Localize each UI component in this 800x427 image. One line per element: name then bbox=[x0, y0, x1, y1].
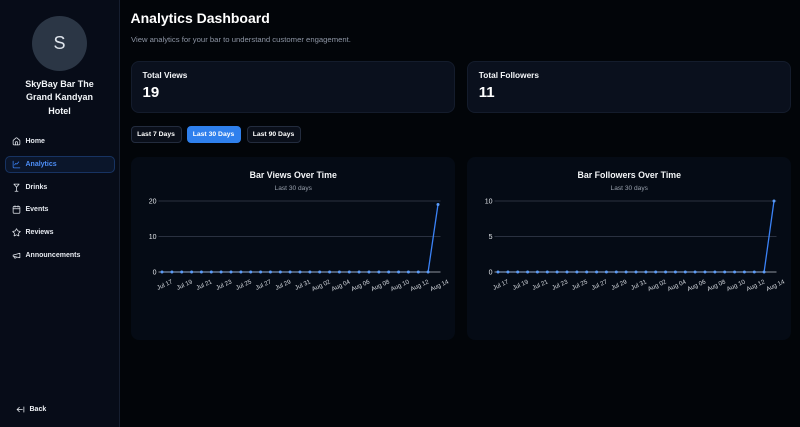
svg-text:5: 5 bbox=[488, 234, 492, 241]
svg-text:Jul 23: Jul 23 bbox=[551, 278, 569, 292]
svg-text:Aug 12: Aug 12 bbox=[745, 278, 766, 293]
svg-text:Aug 12: Aug 12 bbox=[409, 278, 430, 293]
svg-text:10: 10 bbox=[485, 199, 493, 206]
svg-text:Jul 31: Jul 31 bbox=[293, 278, 311, 292]
svg-text:Jul 25: Jul 25 bbox=[571, 278, 589, 292]
svg-text:20: 20 bbox=[148, 199, 156, 206]
svg-text:Jul 17: Jul 17 bbox=[155, 278, 173, 292]
svg-text:10: 10 bbox=[148, 234, 156, 241]
svg-text:Jul 31: Jul 31 bbox=[630, 278, 648, 292]
svg-text:Aug 08: Aug 08 bbox=[706, 278, 727, 293]
svg-text:Last 30 days: Last 30 days bbox=[610, 185, 648, 192]
svg-text:Aug 14: Aug 14 bbox=[429, 278, 450, 293]
svg-text:Aug 02: Aug 02 bbox=[647, 278, 668, 293]
svg-text:Aug 02: Aug 02 bbox=[310, 278, 331, 293]
svg-text:Jul 17: Jul 17 bbox=[492, 278, 510, 292]
svg-text:Jul 21: Jul 21 bbox=[531, 278, 549, 292]
svg-text:Bar Views Over Time: Bar Views Over Time bbox=[249, 170, 336, 180]
svg-text:Aug 04: Aug 04 bbox=[666, 278, 687, 293]
svg-text:Jul 19: Jul 19 bbox=[175, 278, 193, 292]
svg-text:Aug 04: Aug 04 bbox=[330, 278, 351, 293]
svg-text:Jul 25: Jul 25 bbox=[234, 278, 252, 292]
svg-text:Jul 19: Jul 19 bbox=[511, 278, 529, 292]
svg-text:Aug 14: Aug 14 bbox=[765, 278, 786, 293]
svg-text:Aug 10: Aug 10 bbox=[725, 278, 746, 293]
svg-text:0: 0 bbox=[152, 270, 156, 277]
svg-text:Jul 21: Jul 21 bbox=[195, 278, 213, 292]
svg-text:Aug 06: Aug 06 bbox=[686, 278, 707, 293]
svg-text:Jul 29: Jul 29 bbox=[610, 278, 628, 292]
svg-text:Jul 27: Jul 27 bbox=[254, 278, 272, 292]
svg-text:Aug 08: Aug 08 bbox=[370, 278, 391, 293]
svg-text:0: 0 bbox=[488, 270, 492, 277]
svg-text:Aug 06: Aug 06 bbox=[350, 278, 371, 293]
svg-text:Aug 10: Aug 10 bbox=[389, 278, 410, 293]
svg-text:Jul 29: Jul 29 bbox=[274, 278, 292, 292]
svg-text:Last 30 days: Last 30 days bbox=[274, 185, 312, 192]
svg-text:Jul 23: Jul 23 bbox=[215, 278, 233, 292]
svg-text:Bar Followers Over Time: Bar Followers Over Time bbox=[577, 170, 681, 180]
svg-text:Jul 27: Jul 27 bbox=[590, 278, 608, 292]
